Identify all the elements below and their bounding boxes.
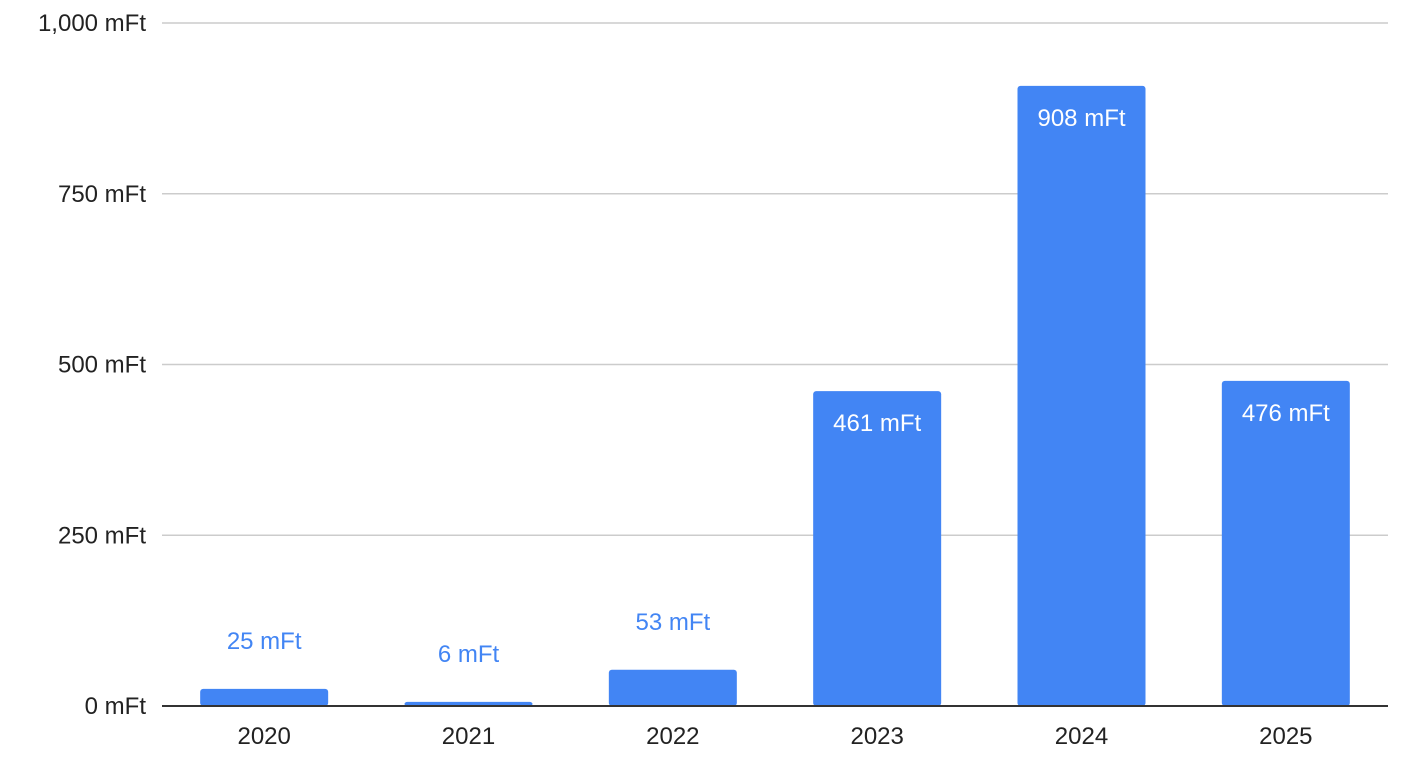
bar-2020 [200,688,329,706]
x-category-label: 2020 [237,723,290,750]
y-tick-label: 250 mFt [58,522,146,549]
bar-2025 [1221,380,1350,706]
x-category-label: 2024 [1055,723,1108,750]
data-labels: 25 mFt 6 mFt 53 mFt 461 mFt 908 mFt 476 mFt [227,105,1330,668]
bar-2024 [1017,85,1146,706]
data-label: 6 mFt [438,641,500,668]
y-tick-label: 0 mFt [85,693,147,720]
bar-2021 [404,701,533,706]
x-category-label: 2023 [850,723,903,750]
gridlines [162,22,1388,536]
x-category-label: 2022 [646,723,699,750]
data-label: 476 mFt [1242,400,1330,427]
bar-2023 [813,391,942,706]
bar-2022 [608,669,737,706]
data-label: 908 mFt [1037,105,1125,132]
data-label: 53 mFt [635,609,710,636]
y-tick-label: 1,000 mFt [38,10,146,37]
y-tick-label: 500 mFt [58,352,146,379]
y-axis-tick-labels: 0 mFt 250 mFt 500 mFt 750 mFt 1,000 mFt [38,10,146,720]
x-axis-category-labels: 2020 2021 2022 2023 2024 2025 [237,723,1312,750]
y-tick-label: 750 mFt [58,181,146,208]
x-category-label: 2025 [1259,723,1312,750]
bars [200,85,1350,706]
data-label: 25 mFt [227,628,302,655]
data-label: 461 mFt [833,410,921,437]
x-category-label: 2021 [442,723,495,750]
